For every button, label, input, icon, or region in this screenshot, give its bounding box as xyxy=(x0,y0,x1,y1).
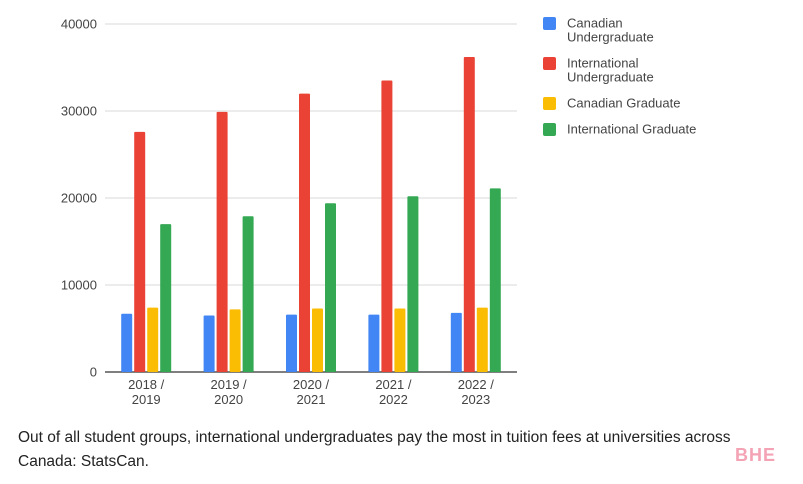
bar-international-graduate xyxy=(489,188,501,372)
legend-swatch xyxy=(543,97,556,110)
legend-swatch xyxy=(543,57,556,70)
bar-canadian-undergraduate xyxy=(286,314,297,372)
x-tick-label: 2022 /2023 xyxy=(458,377,495,407)
bar-international-undergraduate xyxy=(299,93,310,372)
legend-swatch xyxy=(543,17,556,30)
bars xyxy=(121,57,501,373)
y-tick-label: 30000 xyxy=(61,104,97,119)
bar-canadian-graduate xyxy=(394,308,406,372)
bar-canadian-undergraduate xyxy=(121,313,133,372)
bar-international-undergraduate xyxy=(216,111,228,373)
y-tick-label: 0 xyxy=(90,365,97,380)
legend: Canadian Undergraduate International Underg… xyxy=(543,16,696,137)
bar-canadian-graduate xyxy=(312,308,323,372)
bar-canadian-undergraduate xyxy=(203,315,215,372)
bar-international-undergraduate xyxy=(463,57,475,373)
bar-international-graduate xyxy=(160,224,172,372)
x-tick-label: 2018 /2019 xyxy=(128,377,165,407)
x-tick-label: 2020 /2021 xyxy=(293,377,330,407)
bar-international-undergraduate xyxy=(134,131,146,372)
bar-international-graduate xyxy=(325,203,336,372)
x-axis-ticks: 2018 /2019 2019 /2020 2020 /2021 2021 /2022… xyxy=(128,377,494,407)
legend-swatch xyxy=(543,123,556,136)
bar-canadian-graduate xyxy=(476,307,488,372)
y-tick-label: 10000 xyxy=(61,278,97,293)
legend-label: International Undergraduate xyxy=(567,56,654,85)
bar-canadian-graduate xyxy=(229,309,241,372)
x-tick-label: 2021 /2022 xyxy=(375,377,412,407)
legend-label: International Graduate xyxy=(567,122,696,137)
gridlines xyxy=(105,23,517,373)
bar-international-graduate xyxy=(407,196,419,372)
bar-international-graduate xyxy=(242,216,254,372)
legend-label: Canadian Graduate xyxy=(567,96,680,111)
y-tick-label: 20000 xyxy=(61,191,97,206)
bar-canadian-undergraduate xyxy=(368,314,380,372)
bar-canadian-graduate xyxy=(147,307,159,372)
y-tick-label: 40000 xyxy=(61,17,97,32)
bar-chart: 0 10000 20000 30000 40000 2018 /2019 2019 /20… xyxy=(61,16,697,408)
chart-caption: Out of all student groups, international… xyxy=(18,429,731,470)
bar-canadian-undergraduate xyxy=(450,312,462,372)
y-axis-ticks: 0 10000 20000 30000 40000 xyxy=(61,17,97,380)
brand-logo: BHE xyxy=(735,445,777,465)
x-tick-label: 2019 /2020 xyxy=(211,377,248,407)
bar-international-undergraduate xyxy=(381,80,393,373)
legend-label: Canadian Undergraduate xyxy=(567,16,654,45)
